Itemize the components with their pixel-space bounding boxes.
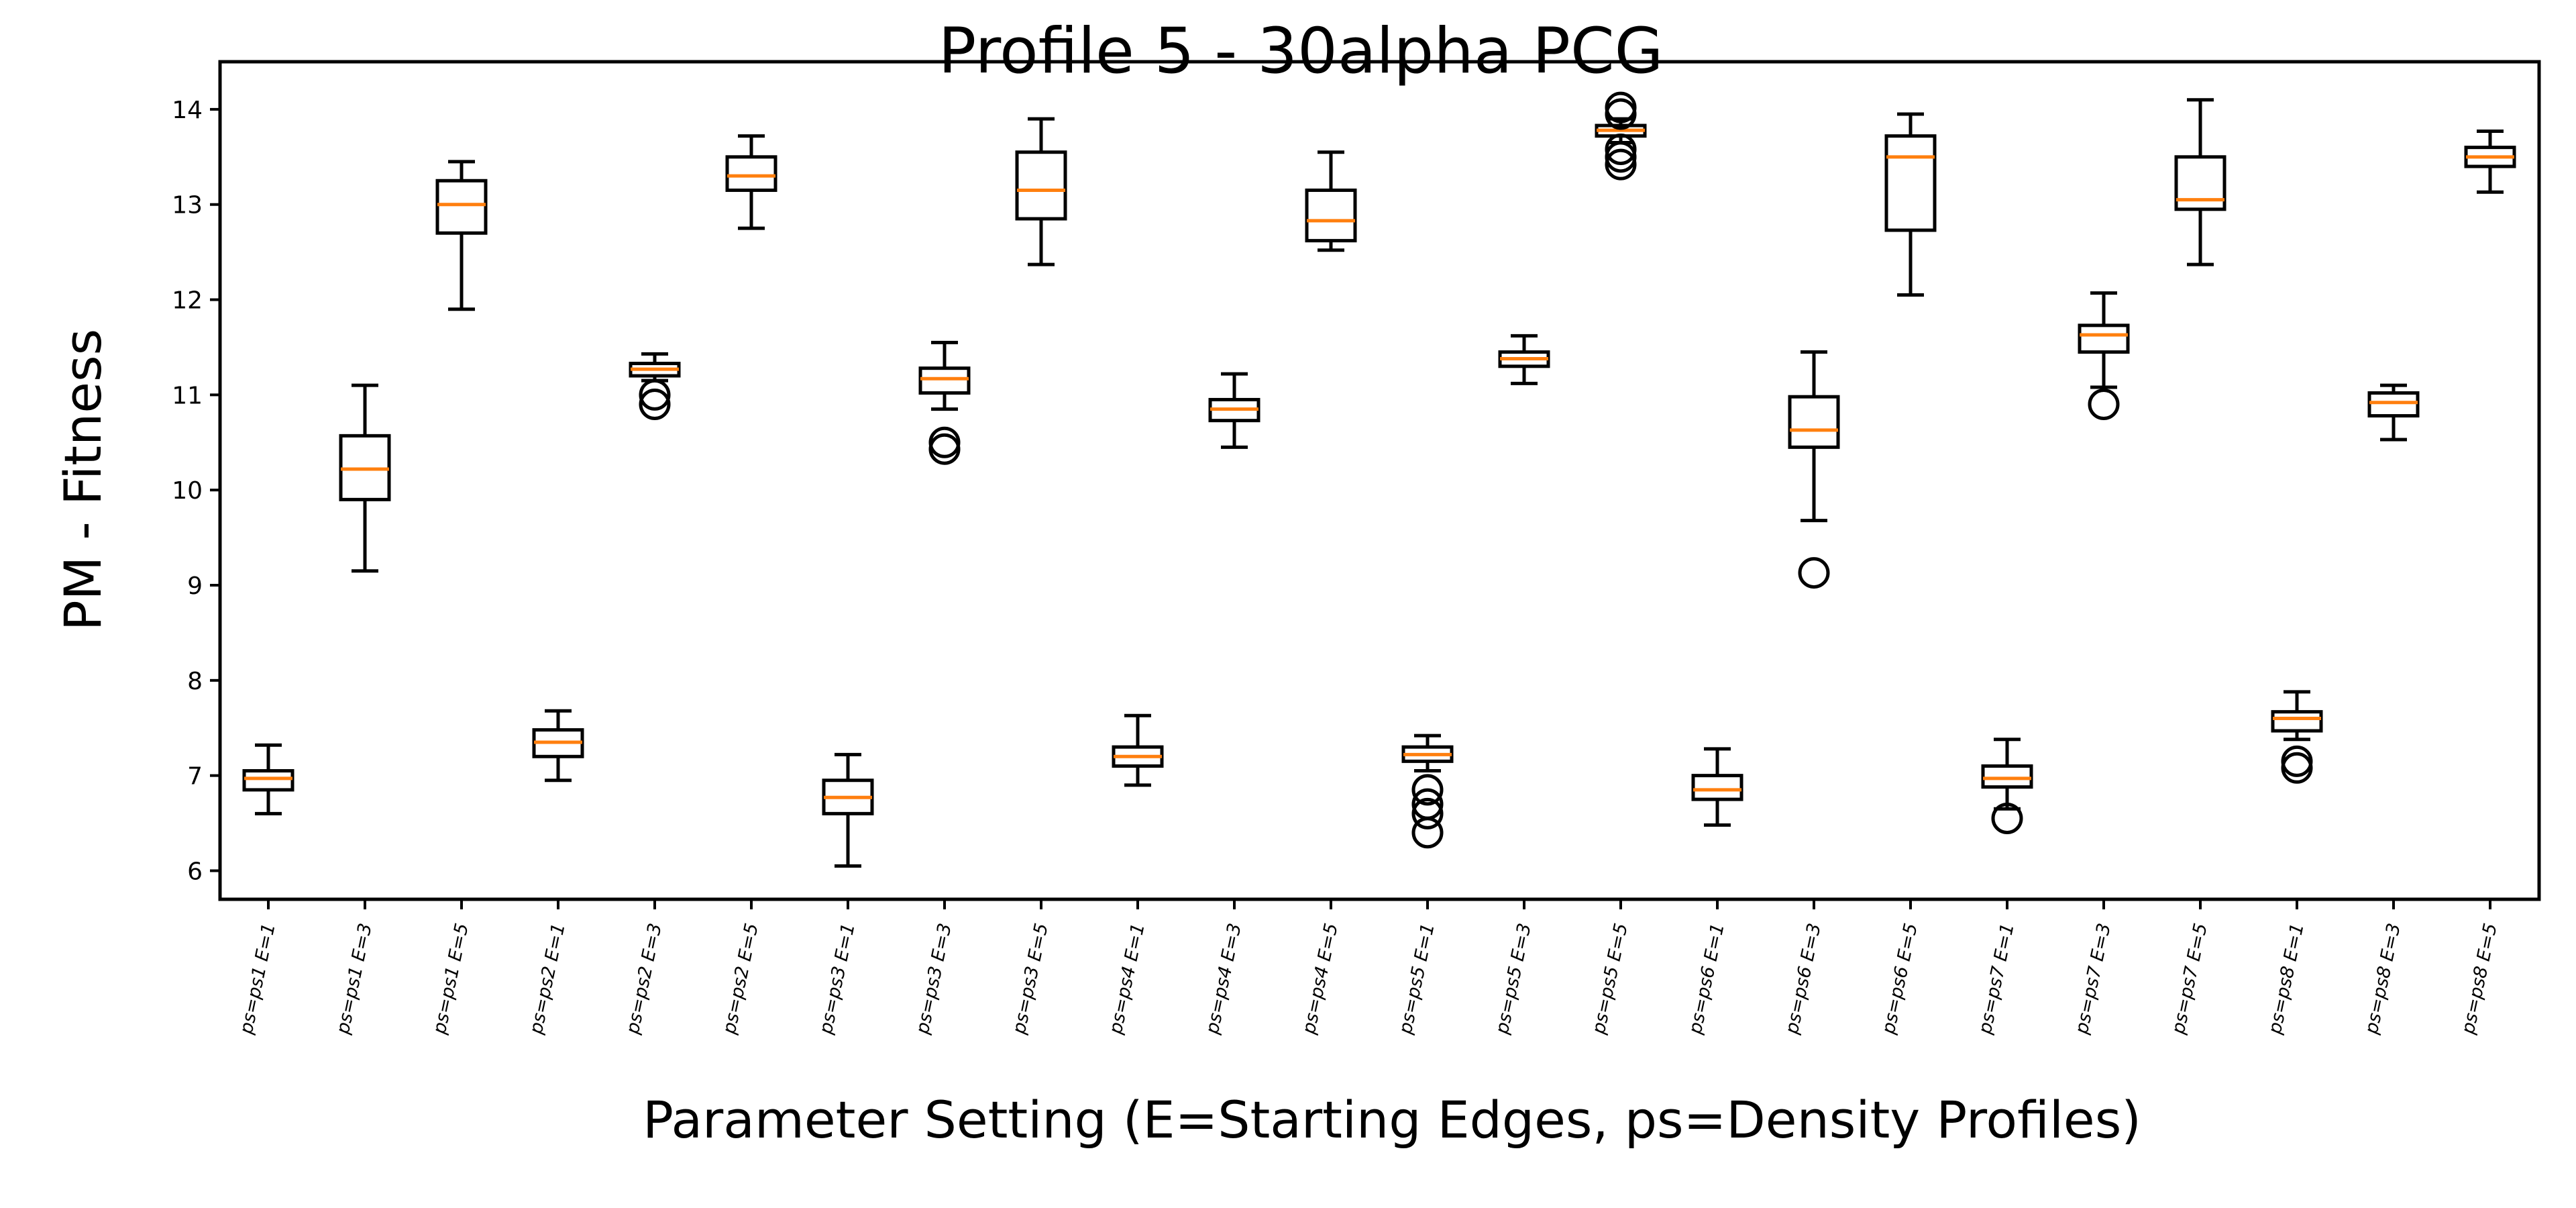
x-tick-label: ps=ps5 E=5 — [1588, 921, 1631, 1036]
outlier-point — [1411, 774, 1444, 806]
outlier-point — [1991, 802, 2023, 834]
outlier-point — [1605, 91, 1637, 123]
x-tick-label: ps=ps6 E=1 — [1684, 921, 1728, 1036]
y-tick-label: 9 — [187, 572, 203, 600]
x-tick-label: ps=ps5 E=3 — [1491, 921, 1535, 1036]
x-tick-label: ps=ps4 E=3 — [1201, 921, 1245, 1036]
box — [242, 769, 294, 792]
outlier-point — [2088, 389, 2120, 421]
y-tick-label: 10 — [172, 477, 203, 505]
box — [2271, 710, 2323, 733]
box — [435, 179, 488, 235]
plot-area: 6 7 8 9 10 11 12 13 14 ps=ps1 E=1 ps=ps1 E=3 ps=ps1… — [172, 60, 2541, 1036]
x-tick-label: ps=ps2 E=1 — [525, 921, 569, 1036]
box — [2174, 155, 2226, 211]
x-tick-label: ps=ps8 E=1 — [2264, 921, 2308, 1036]
x-tick-label: ps=ps3 E=5 — [1008, 921, 1052, 1036]
box — [918, 366, 971, 395]
y-tick-label: 11 — [172, 382, 203, 409]
x-tick-label: ps=ps1 E=1 — [235, 921, 279, 1036]
x-tick-label: ps=ps1 E=3 — [332, 921, 376, 1036]
y-tick-label: 13 — [172, 192, 203, 219]
x-tick-label: ps=ps7 E=5 — [2167, 921, 2211, 1036]
plot-frame — [218, 60, 2541, 901]
chart-title: Profile 5 - 30alpha PCG — [938, 15, 1664, 88]
x-tick-label: ps=ps8 E=3 — [2361, 921, 2404, 1036]
outlier-point — [1411, 797, 1444, 829]
y-tick-label: 14 — [172, 97, 203, 124]
box — [2367, 391, 2420, 418]
outlier-point — [1605, 141, 1637, 173]
x-tick-label: ps=ps6 E=5 — [1878, 921, 1921, 1036]
outlier-point — [928, 426, 961, 458]
x-axis-label: Parameter Setting (E=Starting Edges, ps=… — [643, 1090, 2141, 1150]
outlier-point — [1798, 557, 1830, 589]
x-tick-label: ps=ps3 E=3 — [912, 921, 955, 1036]
box — [2078, 323, 2130, 354]
x-tick-label: ps=ps4 E=5 — [1298, 921, 1342, 1036]
box — [1305, 188, 1357, 243]
box — [1015, 150, 1067, 221]
outlier-point — [2281, 752, 2313, 784]
x-tick-label: ps=ps5 E=1 — [1395, 921, 1438, 1036]
y-tick-label: 12 — [172, 287, 203, 315]
outlier-point — [1411, 788, 1444, 820]
x-tick-label: ps=ps2 E=3 — [622, 921, 665, 1036]
x-tick-label: ps=ps1 E=5 — [429, 921, 472, 1036]
x-tick-label: ps=ps7 E=1 — [1974, 921, 2018, 1036]
x-tick-label: ps=ps4 E=1 — [1105, 921, 1148, 1036]
x-tick-label: ps=ps3 E=1 — [815, 921, 859, 1036]
box — [1884, 134, 1937, 232]
x-tick-label: ps=ps8 E=5 — [2457, 921, 2501, 1036]
outlier-point — [639, 379, 671, 411]
y-axis-label: PM - Fitness — [53, 329, 113, 631]
x-tick-label: ps=ps7 E=3 — [2071, 921, 2114, 1036]
y-tick-label: 8 — [187, 668, 203, 695]
x-tick-label: ps=ps6 E=3 — [1781, 921, 1825, 1036]
y-tick-label: 6 — [187, 858, 203, 885]
outlier-point — [1605, 133, 1637, 165]
outlier-point — [2281, 745, 2313, 777]
box — [1788, 395, 1840, 449]
x-tick-label: ps=ps2 E=5 — [718, 921, 762, 1036]
outlier-point — [928, 433, 961, 465]
box — [1691, 774, 1743, 801]
outlier-point — [1605, 148, 1637, 181]
outlier-point — [639, 389, 671, 421]
box — [725, 155, 777, 192]
box — [1981, 764, 2033, 789]
y-tick-label: 7 — [187, 763, 203, 791]
